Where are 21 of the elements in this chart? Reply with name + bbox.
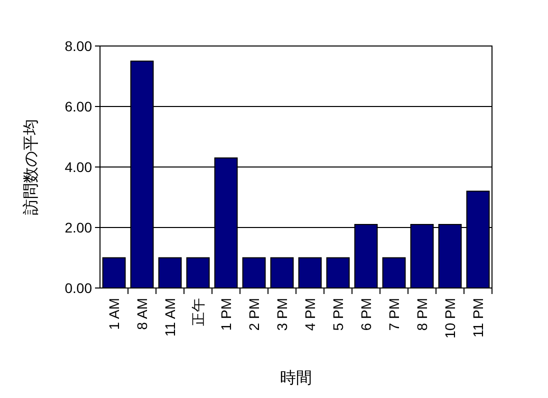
x-tick-label: 5 PM bbox=[330, 298, 346, 331]
x-tick-label: 4 PM bbox=[302, 298, 318, 331]
x-tick-label: 3 PM bbox=[274, 298, 290, 331]
x-tick-label: 2 PM bbox=[246, 298, 262, 331]
x-tick-label: 8 PM bbox=[414, 298, 430, 331]
x-tick-label: 11 PM bbox=[470, 298, 486, 338]
x-tick-label: 8 AM bbox=[134, 298, 150, 330]
y-tick-label: 0.00 bbox=[64, 280, 92, 296]
x-tick-label: 1 AM bbox=[106, 298, 122, 330]
x-tick-label: 正午 bbox=[190, 298, 206, 326]
y-tick-label: 8.00 bbox=[64, 38, 92, 54]
x-tick-label: 1 PM bbox=[218, 298, 234, 331]
x-tick-label: 11 AM bbox=[162, 298, 178, 337]
x-tick-label: 7 PM bbox=[386, 298, 402, 331]
y-axis-title: 訪問数の平均 bbox=[22, 119, 40, 215]
x-tick-label: 10 PM bbox=[442, 298, 458, 338]
y-tick-label: 6.00 bbox=[64, 98, 92, 114]
x-tick-label: 6 PM bbox=[358, 298, 374, 331]
x-axis-title: 時間 bbox=[280, 369, 312, 387]
y-tick-label: 4.00 bbox=[64, 159, 92, 175]
y-tick-label: 2.00 bbox=[64, 220, 92, 236]
